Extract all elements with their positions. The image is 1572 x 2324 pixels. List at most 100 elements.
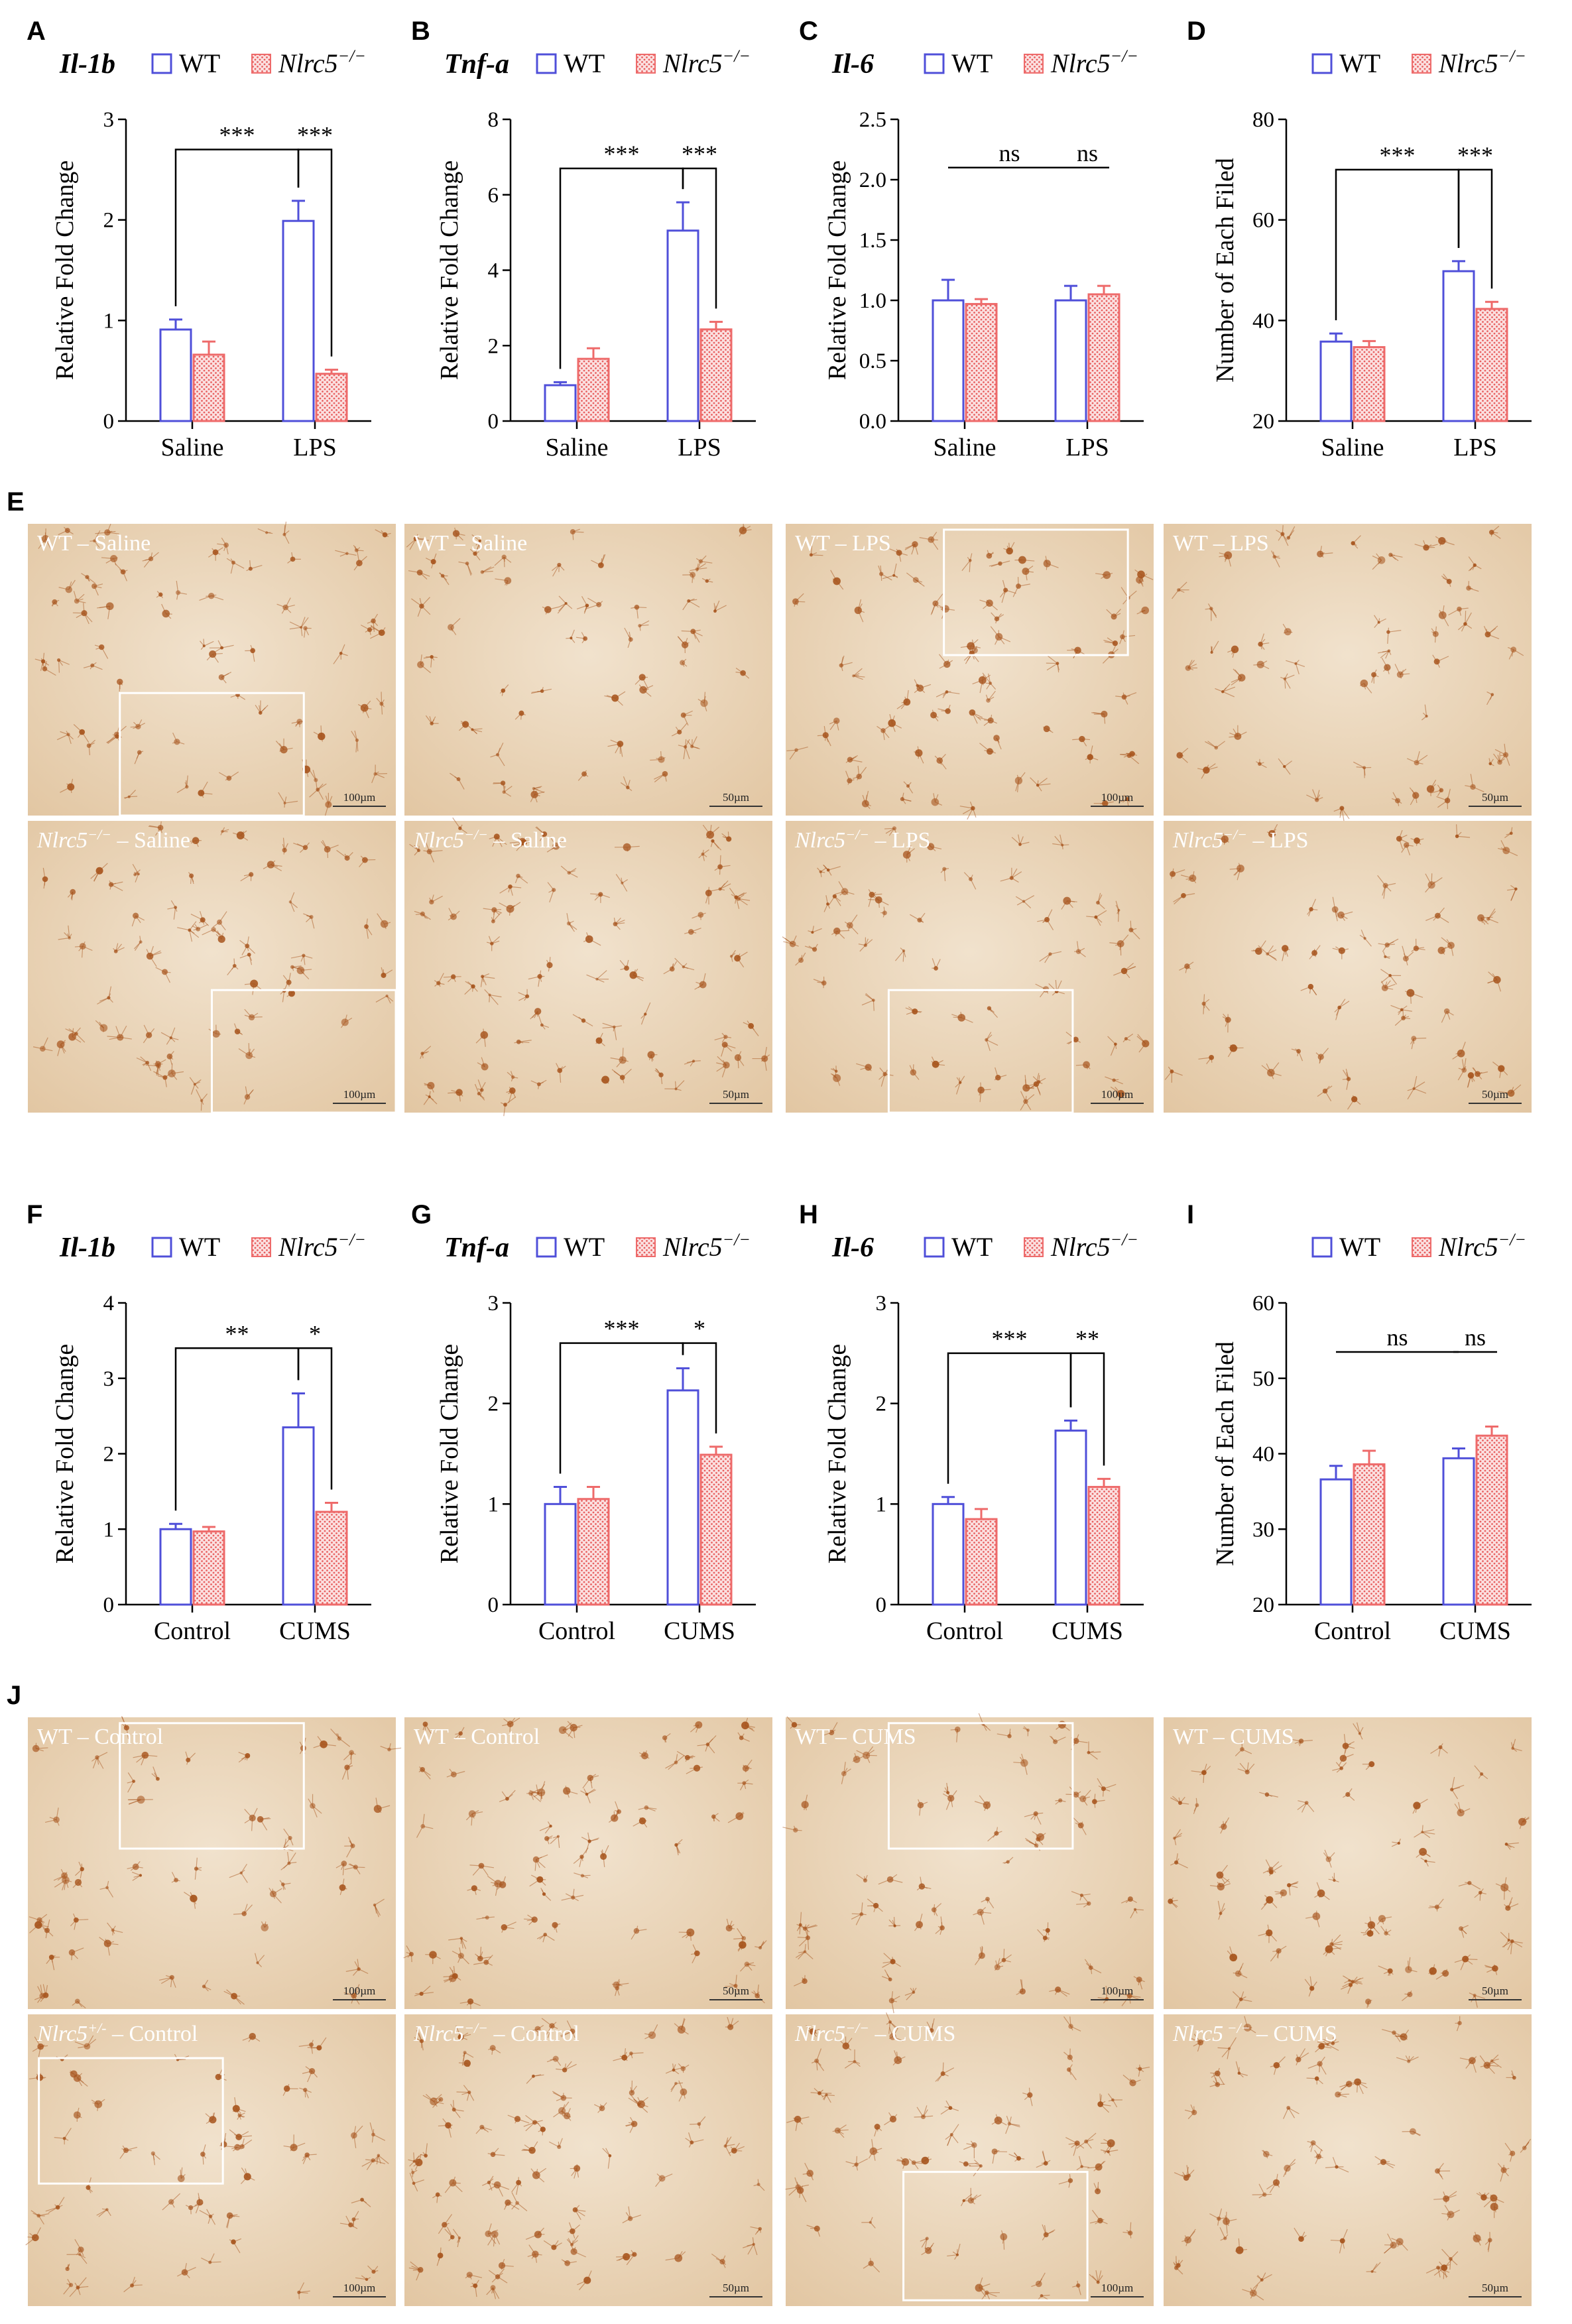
legend-wt-swatch (1311, 1237, 1333, 1258)
cell-process (640, 1014, 646, 1025)
roi-box (887, 1722, 1074, 1850)
cell-process (561, 1897, 574, 1901)
cell-process (1353, 535, 1361, 544)
cell-process (503, 792, 511, 797)
cell-process (1458, 1802, 1461, 1813)
cell-process (1124, 966, 1136, 971)
cell-process (1465, 1954, 1471, 1960)
cell-process (190, 1892, 194, 1899)
cell-process (1080, 1825, 1087, 1835)
cell-process (475, 1034, 485, 1044)
cell-process (1448, 609, 1460, 616)
cell-process (350, 2225, 358, 2229)
cell-process (233, 2146, 238, 2152)
cell-process (556, 2097, 564, 2101)
cell-process (244, 1009, 252, 1018)
cell-process (812, 926, 814, 933)
cell-process (453, 1770, 465, 1775)
cell-process (77, 2114, 82, 2118)
cell-process (1223, 1821, 1225, 1827)
cell-process (357, 703, 365, 709)
cell-process (731, 953, 736, 957)
cell-process (233, 958, 235, 966)
cell-process (341, 1022, 345, 1028)
cell-process (478, 1081, 486, 1094)
cell-process (70, 892, 74, 900)
cell-process (1016, 774, 1020, 781)
cell-process (389, 1747, 402, 1750)
cell-process (1225, 839, 1229, 843)
cell-process (111, 881, 123, 885)
significance-bracket (682, 1342, 717, 1434)
cell-process (849, 914, 858, 926)
cell-process (184, 2266, 196, 2273)
cell-process (251, 1016, 263, 1018)
cell-process (419, 597, 422, 607)
cell-process (141, 1754, 146, 1766)
cell-process (1122, 637, 1126, 642)
cell-process (449, 1768, 454, 1775)
cell-process (1170, 1797, 1181, 1804)
cell-process (716, 1062, 727, 1066)
cell-process (1381, 657, 1388, 668)
cell-process (74, 2282, 78, 2288)
cell-process (58, 937, 70, 940)
cell-process (524, 1918, 535, 1920)
cell-process (1364, 938, 1372, 947)
cell-process (797, 1937, 808, 1939)
cell-process (873, 1905, 877, 1912)
cell-process (1343, 1754, 1354, 1759)
cell-process (1457, 623, 1466, 631)
cell-process (586, 932, 590, 940)
cell-process (638, 684, 644, 690)
cell-process (986, 1039, 998, 1046)
cell-process (712, 840, 719, 849)
cell-process (1332, 948, 1342, 951)
cell-process (504, 1922, 516, 1928)
cell-process (347, 1765, 353, 1768)
cell-process (825, 735, 826, 741)
cell-process (837, 930, 850, 932)
cell-process (1411, 948, 1417, 952)
cell-process (599, 1040, 605, 1046)
cell-process (494, 2234, 501, 2245)
cell-process (42, 652, 45, 662)
cell-process (1171, 873, 1174, 879)
cell-process (730, 2020, 739, 2028)
cell-process (573, 1856, 582, 1865)
cell-process (206, 654, 213, 661)
cell-process (73, 1913, 77, 1920)
tile-label-text: WT – Saline (37, 531, 151, 556)
cell-process (1061, 845, 1063, 849)
cell-process (286, 2084, 290, 2089)
cell-process (304, 628, 306, 638)
bar-ko-lps (1087, 293, 1120, 422)
cell-process (1219, 1874, 1225, 1884)
cell-process (725, 1044, 736, 1049)
cell-process (540, 1888, 545, 1894)
cell-process (454, 776, 459, 780)
significance-label: * (694, 1315, 705, 1342)
cell-process (572, 1014, 584, 1021)
cell-process (483, 908, 495, 910)
cell-process (418, 2156, 422, 2163)
cell-process (507, 1071, 514, 1077)
cell-process (133, 1754, 145, 1758)
cell-process (307, 2071, 313, 2083)
cell-process (795, 601, 798, 606)
cell-process (1486, 694, 1493, 705)
cell-process (510, 1717, 520, 1725)
cell-process (38, 2213, 50, 2217)
cell-process (282, 2088, 288, 2097)
cell-process (684, 931, 692, 934)
cell-process (482, 570, 493, 573)
cell-process (176, 2272, 185, 2277)
cell-process (610, 1057, 623, 1061)
cell-process (689, 572, 694, 576)
cell-process (1429, 1906, 1437, 1908)
cell-process (1461, 1042, 1466, 1054)
cell-process (430, 656, 432, 668)
cell-process (1465, 1959, 1473, 1965)
cell-process (288, 1852, 296, 1864)
